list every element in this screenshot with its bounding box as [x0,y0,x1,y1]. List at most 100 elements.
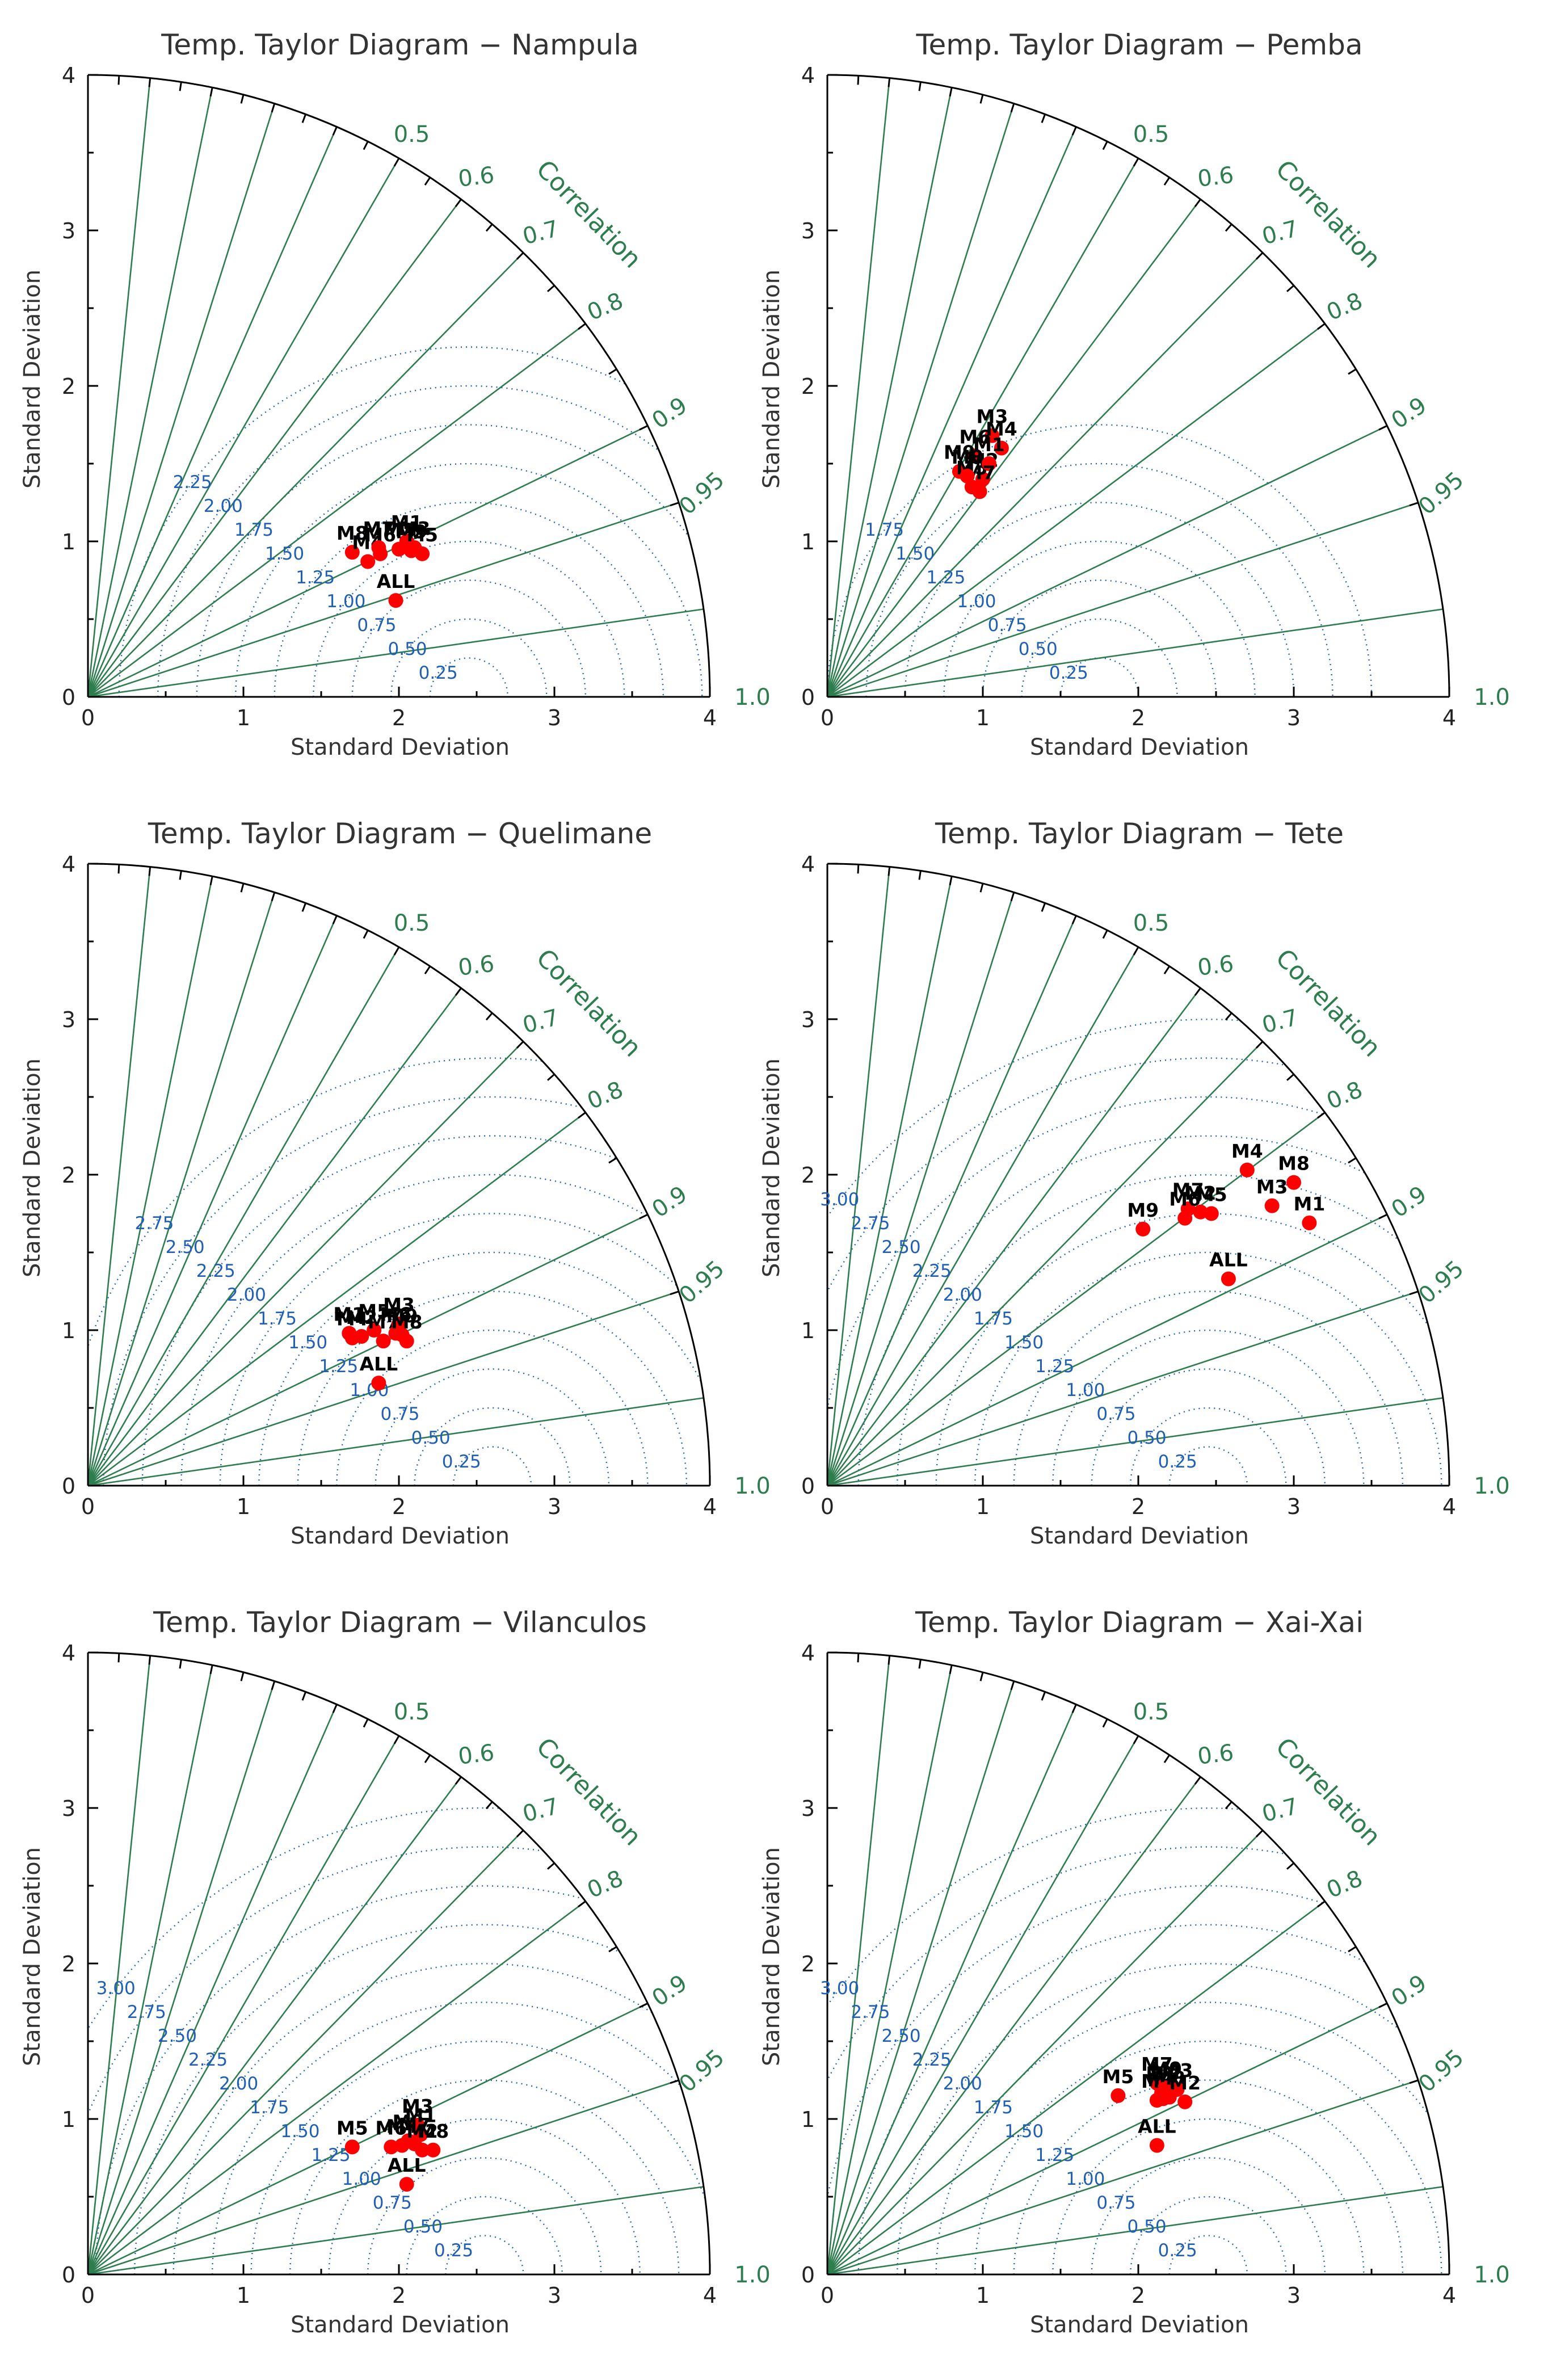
y-tick-label: 2 [62,1163,75,1188]
rms-arc [827,1018,1449,1486]
data-point [415,2142,430,2158]
rms-label: 2.50 [158,2026,197,2046]
correlation-ray [87,867,151,1486]
correlation-ray [826,892,1015,1486]
arc-tick [979,94,984,104]
arc-tick [608,1946,617,1953]
correlation-ray [87,502,679,698]
arc-tick [1041,1691,1046,1701]
arc-tick [332,915,338,924]
rms-arc [88,1846,710,2274]
y-tick-label: 2 [62,1952,75,1977]
x-tick-label: 1 [237,2283,250,2308]
arc-tick [578,1900,586,1908]
data-point-label: ALL [1138,2116,1176,2138]
arc-tick [1225,1012,1232,1021]
correlation-ray [87,1735,400,2275]
rms-label: 1.00 [342,2169,381,2189]
arc-tick [424,965,431,974]
arc-tick [1010,103,1015,113]
arc-tick [301,902,307,912]
rms-label: 0.25 [1049,663,1088,683]
chart-title: Temp. Taylor Diagram − Nampula [161,28,639,61]
y-tick-label: 3 [62,1007,75,1032]
y-tick-label: 1 [62,529,75,554]
data-point-label: M4 [1231,1140,1263,1162]
correlation-ray [827,1214,1387,1487]
x-tick-label: 4 [1442,1494,1456,1519]
arc-tick [1163,1754,1171,1763]
y-tick-label: 1 [62,2107,75,2132]
data-point [972,484,987,499]
arc-tick [639,424,649,431]
data-point [371,1376,386,1391]
correlation-ray [87,1041,524,1486]
rms-arc [118,346,710,697]
y-axis-title: Standard Deviation [759,270,785,489]
arc-tick [949,87,953,97]
correlation-ray [87,103,276,697]
data-point-label: M6 [380,1303,412,1325]
correlation-ray [87,987,462,1486]
data-point [384,2139,399,2155]
rms-label: 0.50 [1019,639,1058,659]
x-axis-title: Standard Deviation [291,2312,510,2338]
arc-tick [979,883,984,893]
rms-label: 2.50 [166,1237,205,1258]
y-tick-label: 0 [62,1474,75,1499]
data-point-label: M9 [1150,2058,1182,2080]
rms-label: 3.00 [96,1978,136,1999]
arc-tick [424,176,431,186]
taylor-panel-6: 00 1 1 2 2 3 3 4 4 Temp. Taylor Diagram − Xai-Xai… [759,1606,1510,2338]
arc-tick [148,78,152,87]
arc-tick [1194,987,1201,996]
rms-label: 1.25 [296,567,335,588]
correlation-tick-label: 0.6 [457,162,496,192]
arc-tick [1133,947,1139,956]
arc-tick [240,1672,245,1681]
data-point [1302,1215,1317,1230]
rms-arc [173,1962,710,2274]
x-tick-label: 4 [703,1494,717,1519]
arc-tick [1163,965,1171,974]
y-tick-label: 4 [62,852,75,877]
arc-tick [455,1776,462,1785]
correlation-ray [826,1704,1077,2275]
arc-tick [857,864,860,874]
correlation-ray [87,1776,462,2275]
x-tick-label: 0 [821,705,834,730]
taylor-panel-5: 00 1 1 2 2 3 3 4 4 Temp. Taylor Diagram − Vilancu… [19,1606,771,2338]
chart-title: Temp. Taylor Diagram − Vilanculos [153,1606,647,1639]
x-axis-title: Standard Deviation [1030,2312,1249,2338]
rms-arc [827,1057,1449,1486]
arc-tick [1041,902,1046,912]
data-point-label: M9 [944,441,975,464]
arc-tick [1194,1776,1201,1785]
arc-tick [979,1672,984,1681]
correlation-ray [87,1112,586,1487]
arc-tick [578,1112,586,1119]
y-tick-label: 4 [801,852,815,877]
arc-tick [1378,1213,1388,1220]
chart-title: Temp. Taylor Diagram − Xai-Xai [915,1606,1364,1639]
arc-tick [393,947,400,956]
rms-label: 1.50 [280,2121,319,2142]
data-point-label: M5 [1102,2066,1134,2088]
arc-tick [271,892,276,902]
rms-label: 0.75 [373,2193,412,2213]
correlation-ray [827,425,1387,698]
correlation-ray [826,78,890,697]
rms-label: 2.25 [196,1261,235,1281]
correlation-tick-label: 0.9 [1387,392,1431,434]
correlation-tick-label: 0.5 [394,910,430,936]
data-point-label: M3 [402,2095,434,2117]
x-tick-label: 4 [703,705,717,730]
arc-tick [148,867,152,876]
arc-tick [1348,1157,1357,1164]
correlation-ray [87,199,462,697]
correlation-ray [87,876,213,1486]
y-tick-label: 0 [801,1474,815,1499]
x-tick-label: 2 [392,1494,406,1519]
correlation-tick-label: 0.7 [520,1793,561,1827]
rms-arcs [88,1807,710,2274]
